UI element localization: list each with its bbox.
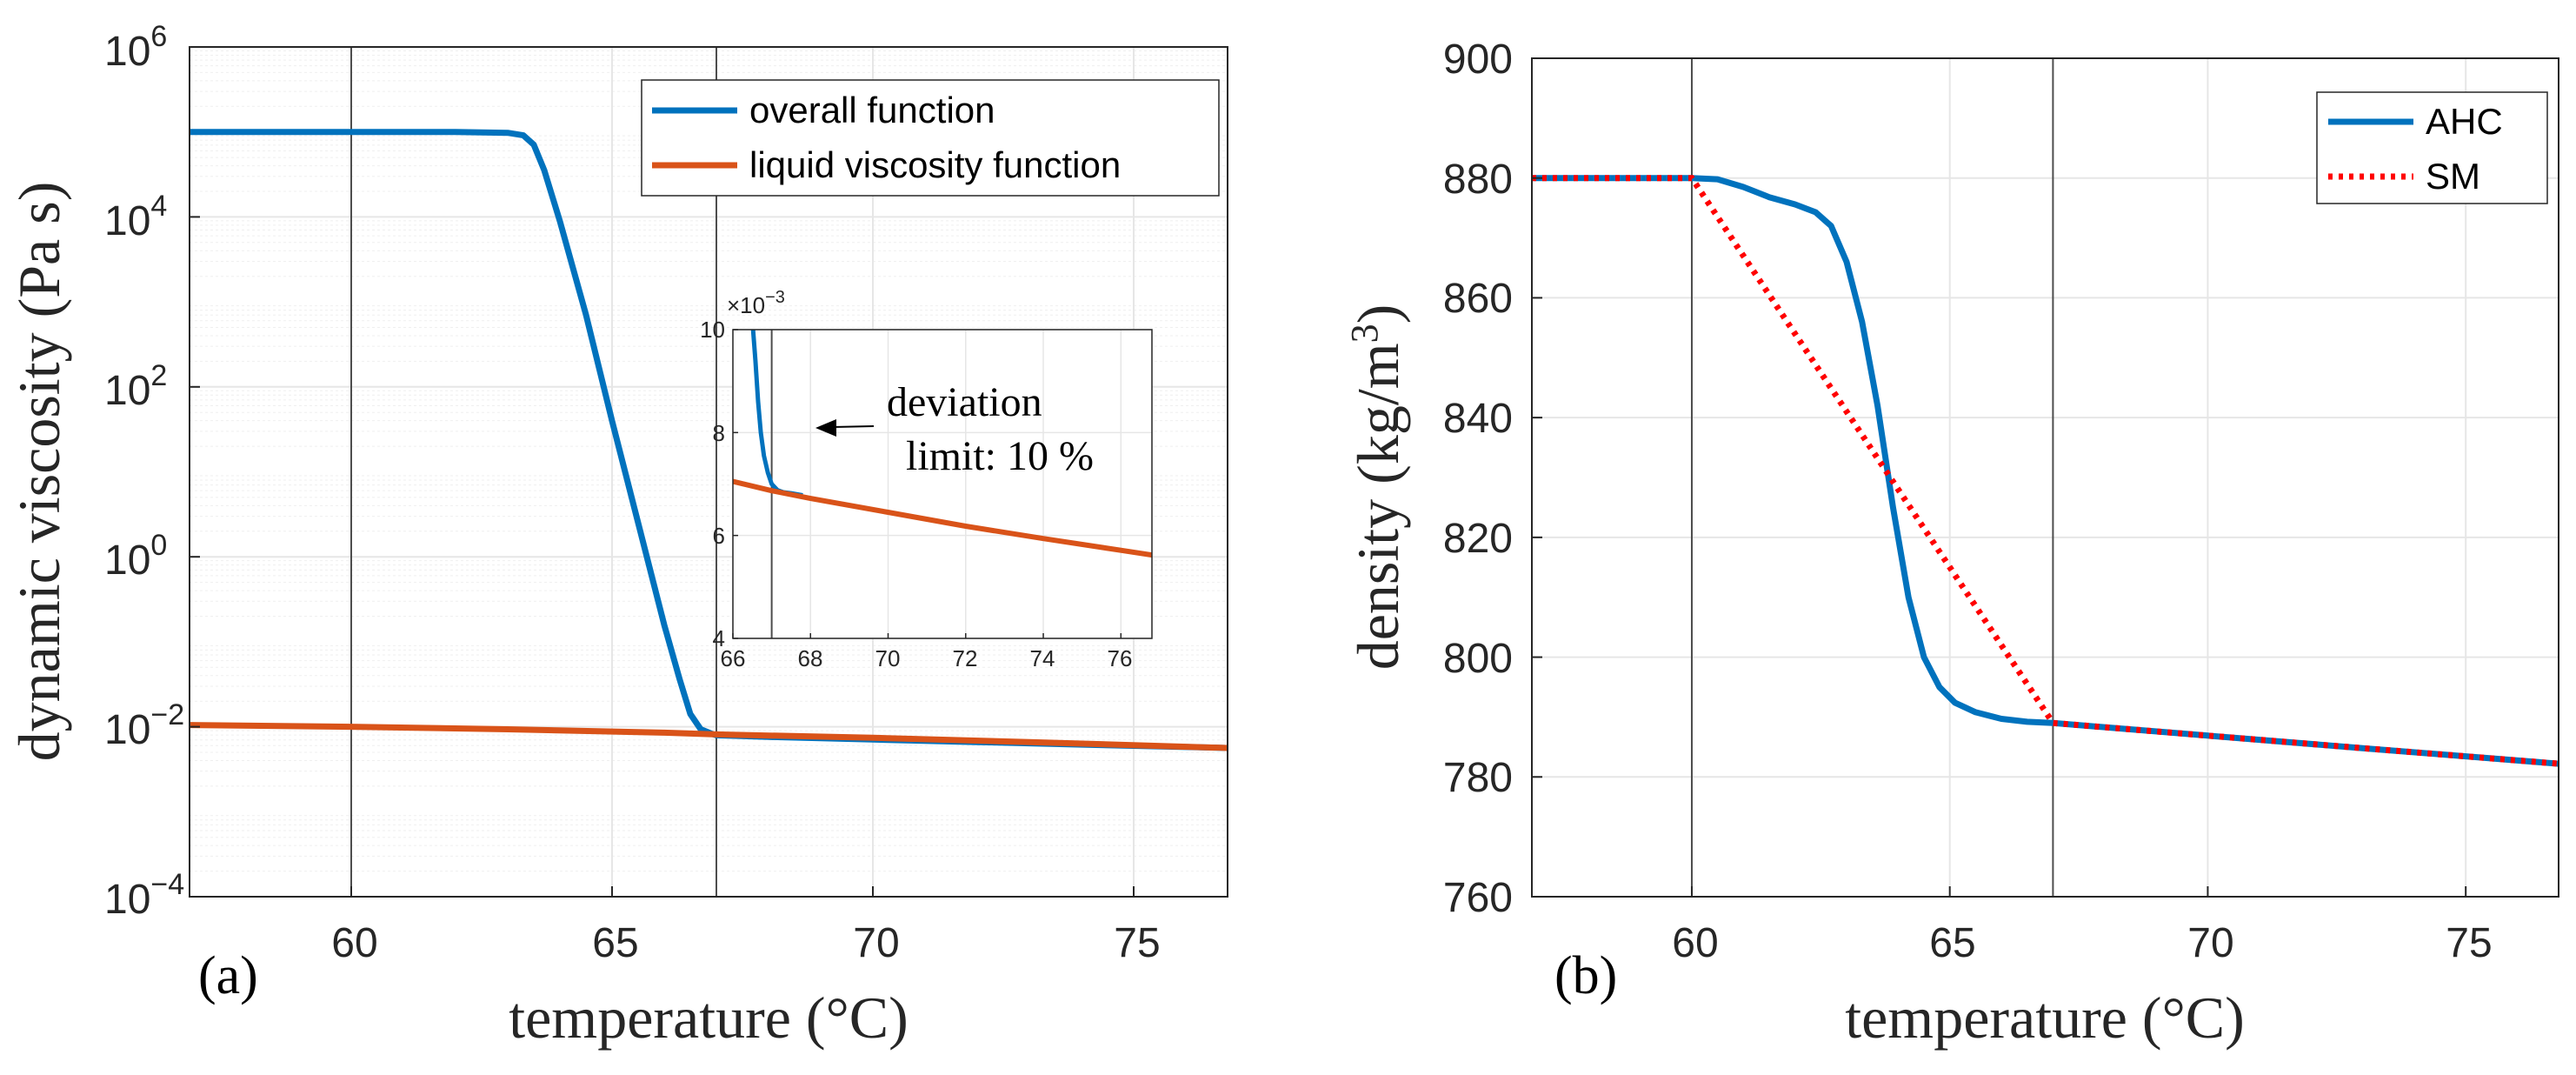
y-tick-exponent: 4 xyxy=(150,190,167,223)
y-tick-exponent: 0 xyxy=(150,529,167,562)
inset-x-tick-label: 66 xyxy=(721,645,746,671)
y-tick-exponent: −2 xyxy=(150,698,184,731)
series-line-sm xyxy=(1532,175,2559,767)
y-tick-exponent: −4 xyxy=(150,868,184,901)
y-tick-label: 780 xyxy=(1443,755,1513,801)
y-axis-title-main: density (kg/m xyxy=(1345,343,1411,670)
legend: AHC SM xyxy=(2316,91,2548,204)
inset-x-tick-label: 70 xyxy=(875,645,901,671)
y-tick-base: 10 xyxy=(104,368,150,414)
inset-scale-base: ×10 xyxy=(727,292,765,318)
y-tick-base: 10 xyxy=(104,877,150,923)
y-tick-label: 860 xyxy=(1443,276,1513,322)
panel-b-ticks xyxy=(1532,57,2467,898)
y-tick-exponent: 6 xyxy=(150,20,167,53)
y-axis-title-end: ) xyxy=(1345,304,1411,324)
panel-a-axes-box xyxy=(189,46,1228,898)
inset-y-tick-label: 6 xyxy=(713,523,725,549)
y-axis-title-superscript: 3 xyxy=(1343,324,1386,343)
inset-background xyxy=(733,330,1152,638)
legend-label: SM xyxy=(2426,156,2480,197)
y-tick-label: 102 xyxy=(104,359,167,414)
inset-ticks xyxy=(732,329,1122,639)
y-tick-label: 800 xyxy=(1443,636,1513,682)
y-tick-label: 104 xyxy=(104,190,167,244)
x-tick-label: 75 xyxy=(1114,920,1160,966)
panel-a-ticks xyxy=(190,46,1135,898)
inset-y-tick-label: 10 xyxy=(700,317,725,343)
y-tick-label: 880 xyxy=(1443,157,1513,203)
inset-y-tick-label: 8 xyxy=(713,420,725,446)
panel-label: (b) xyxy=(1554,946,1617,1005)
inset-x-tick-label: 68 xyxy=(798,645,823,671)
x-tick-label: 65 xyxy=(1929,920,1975,966)
legend-label: AHC xyxy=(2426,101,2503,142)
inset-scale-exponent: −3 xyxy=(765,288,785,307)
inset-y-tick-label: 4 xyxy=(713,625,725,651)
series-line-ahc xyxy=(1532,175,2559,767)
panel-b-vertical-lines xyxy=(1690,58,2054,897)
legend: overall function liquid viscosity functi… xyxy=(641,79,1220,197)
panel-a-minor-grid xyxy=(190,50,1228,872)
panel-a: 60 65 70 75 10−4 10−2 100 102 104 106 te… xyxy=(6,20,1228,1051)
y-tick-label: 10−2 xyxy=(104,698,184,753)
legend-box xyxy=(641,79,1220,197)
y-tick-label: 106 xyxy=(104,20,167,75)
y-tick-base: 10 xyxy=(104,29,150,75)
y-tick-base: 10 xyxy=(104,198,150,244)
x-axis-title: temperature (°C) xyxy=(509,985,909,1051)
y-tick-base: 10 xyxy=(104,538,150,584)
y-tick-label: 900 xyxy=(1443,37,1513,83)
legend-label: liquid viscosity function xyxy=(749,144,1121,185)
annotation-text: limit: 10 % xyxy=(906,433,1094,479)
x-tick-label: 60 xyxy=(331,920,377,966)
y-tick-exponent: 2 xyxy=(150,359,167,392)
panel-label: (a) xyxy=(198,946,258,1005)
panel-b-plot-area xyxy=(1532,175,2559,767)
legend-box xyxy=(2316,91,2548,204)
y-tick-label: 820 xyxy=(1443,516,1513,562)
panel-b: 60 65 70 75 760 780 800 820 840 860 880 … xyxy=(1343,37,2559,1051)
legend-label: overall function xyxy=(749,90,995,130)
y-tick-label: 10−4 xyxy=(104,868,184,923)
annotation-text: deviation xyxy=(887,379,1042,425)
x-tick-label: 70 xyxy=(853,920,899,966)
y-tick-base: 10 xyxy=(104,707,150,753)
series-line-liquid-viscosity-function xyxy=(190,722,1228,751)
annotation-arrow-head xyxy=(815,419,836,437)
inset-series-line-liquid-viscosity-function xyxy=(733,478,1152,558)
x-tick-label: 65 xyxy=(592,920,638,966)
y-tick-label: 760 xyxy=(1443,875,1513,921)
y-axis-title: dynamic viscosity (Pa s) xyxy=(6,182,72,762)
inset-plot-area xyxy=(733,330,1152,638)
inset-x-tick-label: 76 xyxy=(1108,645,1133,671)
inset-x-tick-label: 74 xyxy=(1030,645,1055,671)
y-axis-title: density (kg/m3) xyxy=(1343,304,1411,671)
inset-axes-box xyxy=(732,329,1153,639)
inset-scale-label: ×10−3 xyxy=(727,288,785,318)
y-tick-label: 840 xyxy=(1443,396,1513,442)
x-tick-label: 70 xyxy=(2187,920,2233,966)
annotation-arrow-line xyxy=(832,425,875,428)
x-axis-title: temperature (°C) xyxy=(1845,985,2245,1051)
x-tick-label: 60 xyxy=(1672,920,1718,966)
x-tick-label: 75 xyxy=(2446,920,2492,966)
y-tick-label: 100 xyxy=(104,529,167,584)
panel-a-plot-area xyxy=(190,129,1228,751)
inset-chart: 66 68 70 72 74 76 4 6 8 10 ×10−3 deviati… xyxy=(700,288,1153,671)
panel-b-axes-box xyxy=(1531,57,2559,898)
inset-x-tick-label: 72 xyxy=(953,645,978,671)
